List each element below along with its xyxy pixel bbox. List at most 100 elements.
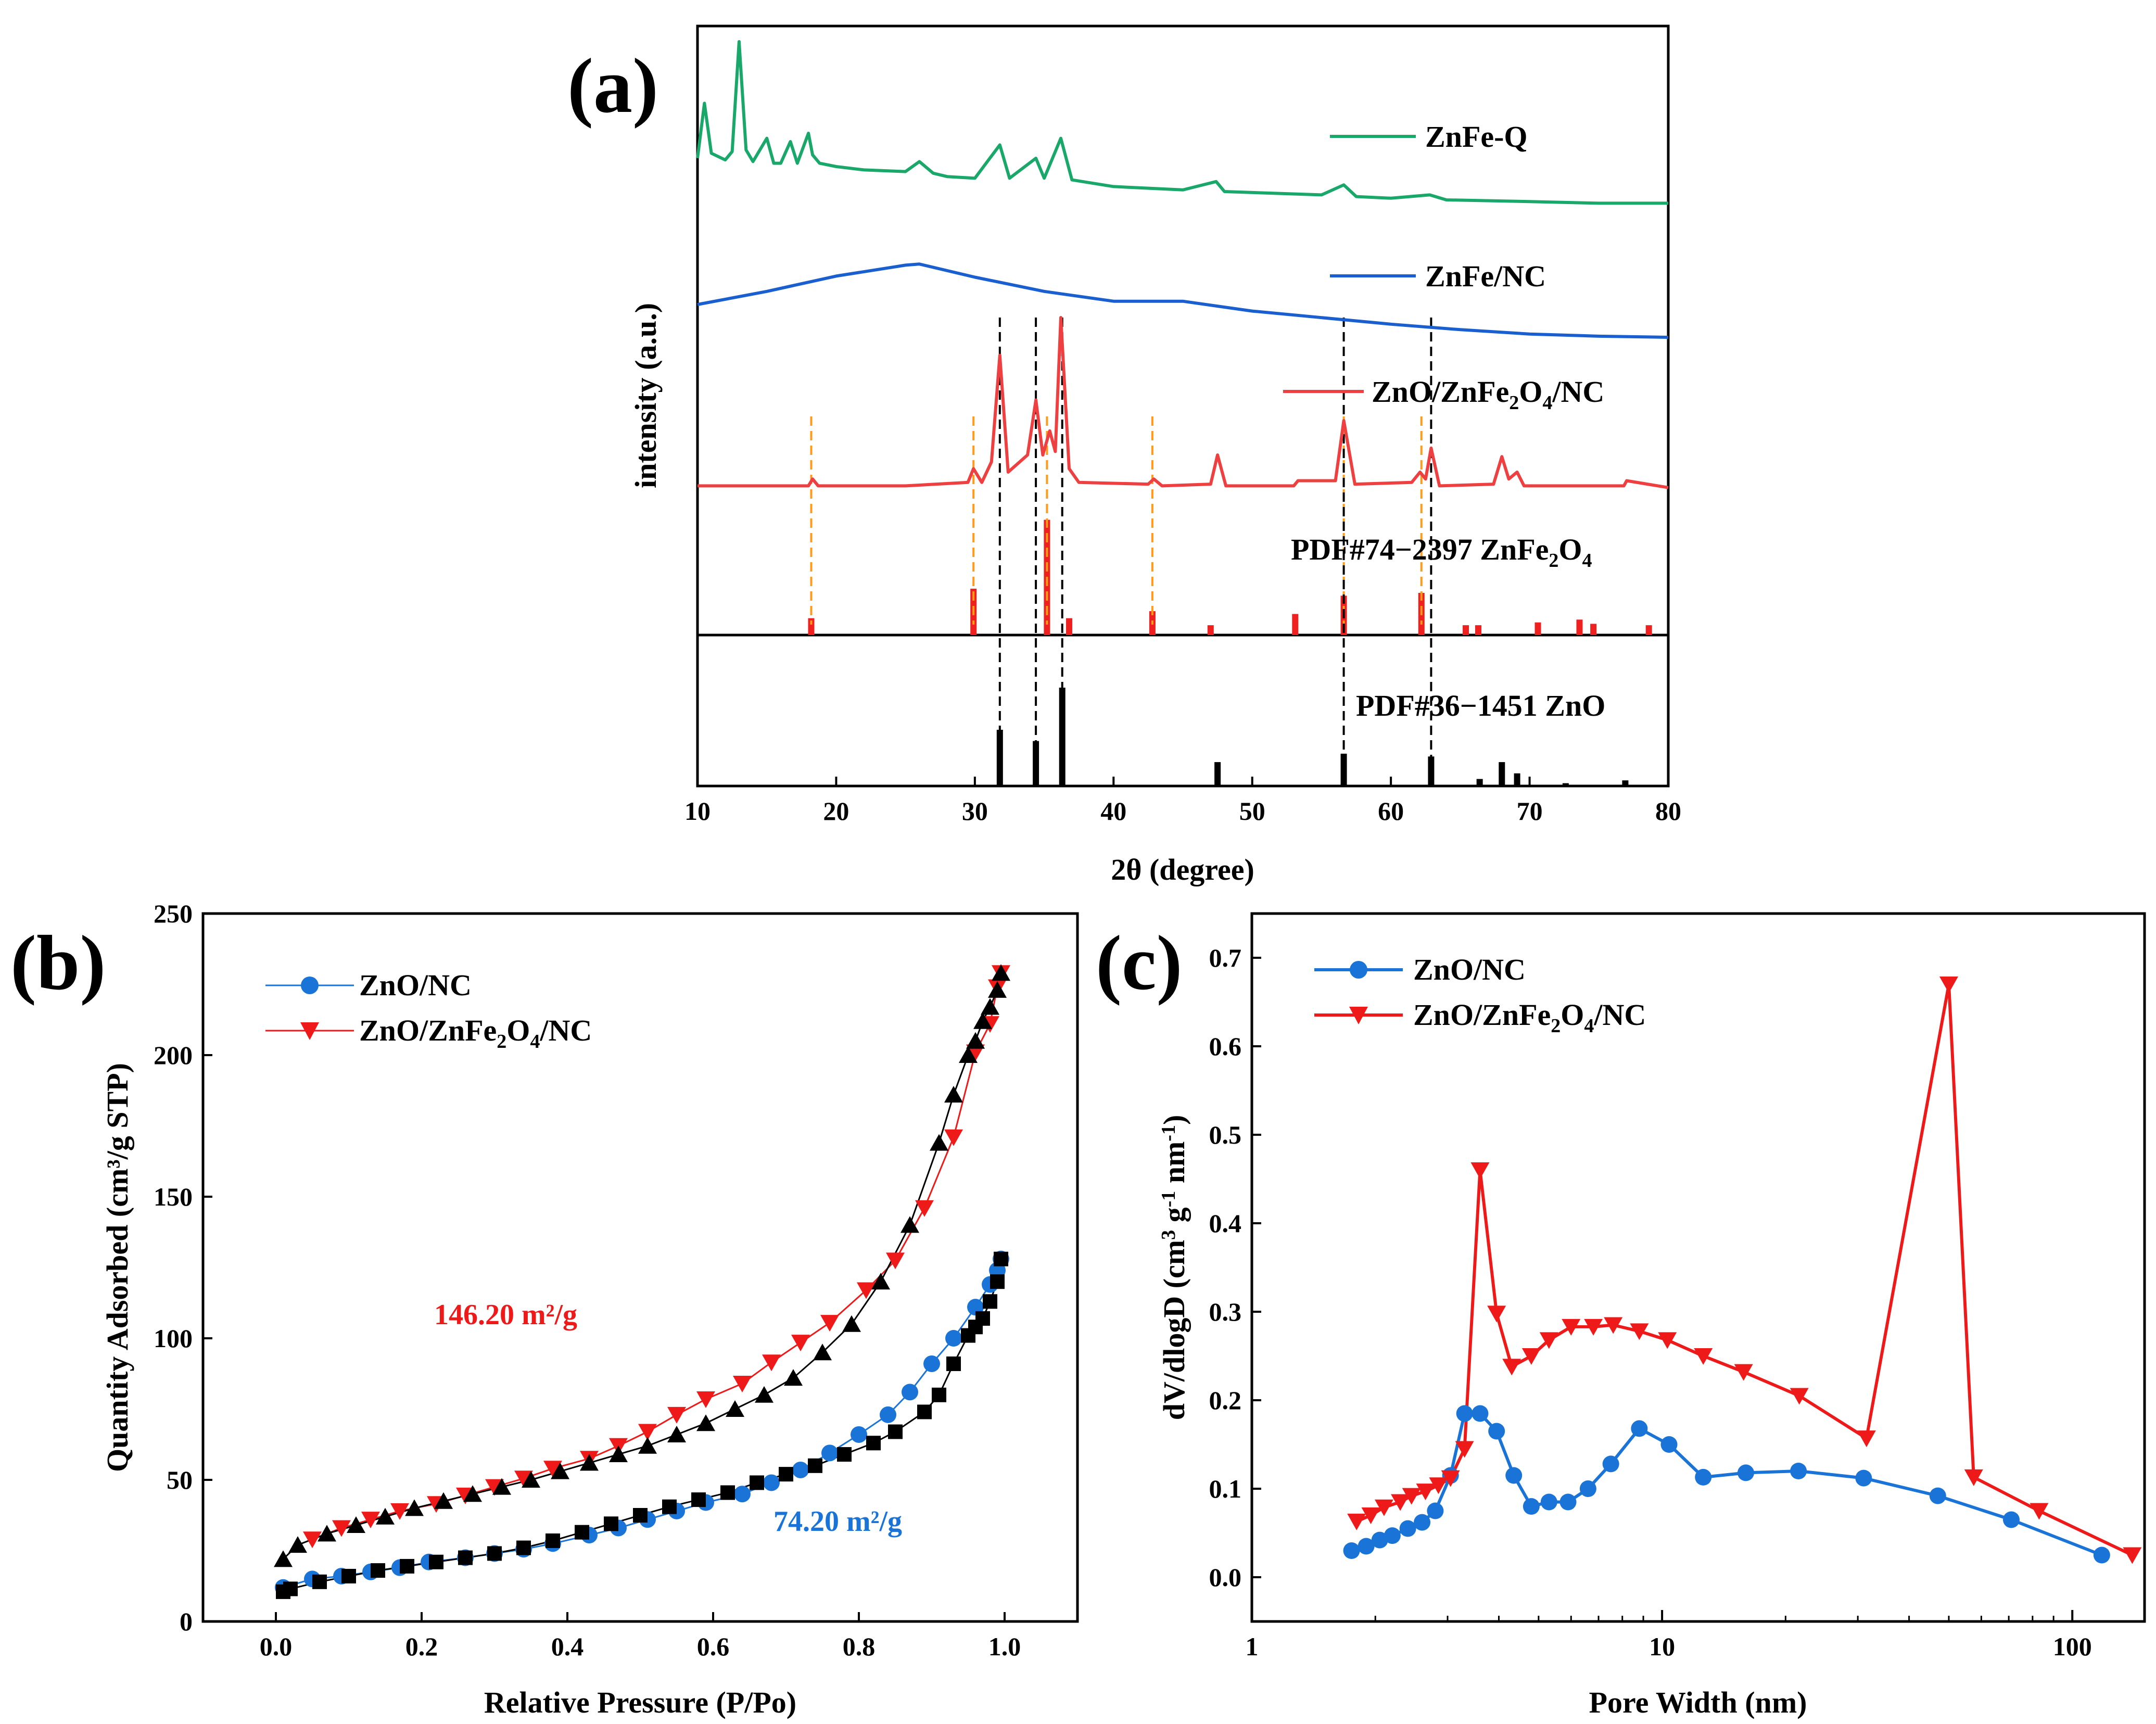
point-zno-znfe2o4-nc-desorption-17: [638, 1437, 657, 1454]
point-zno-znfe2o4-nc-desorption-26: [376, 1507, 395, 1525]
point-zno-nc-adsorption-22: [923, 1355, 940, 1372]
point-zno-znfe2o4-nc-adsorption-21: [944, 1129, 963, 1146]
point-zno-nc-desorption-31: [276, 1584, 290, 1599]
point-zno-znfe2o4-nc-adsorption-18: [857, 1282, 876, 1299]
point-zno-nc-desorption-7: [932, 1387, 946, 1402]
point-zno-znfe2o4-nc-1: [1361, 1507, 1380, 1524]
point-zno-nc-desorption-26: [400, 1558, 414, 1574]
point-zno-nc-desorption-15: [720, 1485, 735, 1500]
b-xtick-label-1.0: 1.0: [988, 1632, 1021, 1661]
b-ytick-label-0: 0: [180, 1607, 193, 1636]
reference-label-znfe2o4: PDF#74−2397 ZnFe2O4: [1291, 533, 1592, 572]
point-zno-znfe2o4-nc-adsorption-11: [638, 1424, 657, 1441]
panel-c-pore-distribution-chart: 1 10 100 0.0 0.1 0.2 0.3 0.4 0.5 0.6 0.7 ZnO/NC Zn…: [1157, 912, 2146, 1719]
point-zno-nc-desorption-2: [983, 1294, 997, 1309]
point-zno-znfe2o4-nc-adsorption-1: [332, 1520, 351, 1537]
point-zno-znfe2o4-nc-11: [1502, 1359, 1521, 1376]
point-zno-nc-desorption-28: [341, 1568, 356, 1583]
point-zno-nc-desorption-27: [371, 1563, 385, 1578]
point-zno-nc-22: [1855, 1469, 1872, 1487]
point-zno-znfe2o4-nc-20: [1734, 1364, 1753, 1381]
point-zno-znfe2o4-nc-adsorption-2: [361, 1512, 380, 1529]
point-zno-nc-adsorption-20: [880, 1406, 896, 1423]
b-ytick-label-100: 100: [154, 1324, 193, 1353]
point-zno-znfe2o4-nc-desorption-11: [813, 1343, 832, 1361]
point-zno-znfe2o4-nc-4: [1402, 1488, 1421, 1505]
b-xtick-label-0.0: 0.0: [260, 1632, 293, 1661]
c-ytick-label-0.6: 0.6: [1209, 1032, 1242, 1061]
point-zno-nc-19: [1695, 1468, 1712, 1486]
b-xtick-label-0.2: 0.2: [405, 1632, 438, 1661]
point-zno-znfe2o4-nc-9: [1470, 1162, 1490, 1179]
legend-marker-zno-nc-b: [301, 977, 319, 994]
point-zno-nc-24: [2002, 1511, 2020, 1528]
a-xtick-label-80: 80: [1655, 796, 1681, 826]
point-zno-znfe2o4-nc-adsorption-12: [667, 1406, 686, 1424]
panel-a-xrd-chart: 10 20 30 40 50 60 70 80 ZnFe-Q ZnFe/NC ZnO/ZnFe…: [629, 24, 1681, 886]
point-zno-nc-desorption-6: [946, 1356, 961, 1371]
point-zno-znfe2o4-nc-desorption-7: [930, 1134, 948, 1151]
c-ytick-label-0.7: 0.7: [1209, 943, 1242, 972]
c-xtick-label-10: 10: [1649, 1632, 1675, 1661]
a-xtick-label-30: 30: [962, 796, 988, 826]
a-xtick-label-40: 40: [1100, 796, 1126, 826]
point-zno-nc-adsorption-16: [763, 1474, 780, 1491]
reference-label-zno: PDF#36−1451 ZnO: [1356, 689, 1605, 722]
point-zno-znfe2o4-nc-19: [1694, 1348, 1713, 1365]
point-zno-znfe2o4-nc-adsorption-13: [696, 1391, 715, 1408]
point-zno-nc-18: [1660, 1436, 1678, 1453]
point-zno-znfe2o4-nc-desorption-29: [288, 1536, 307, 1553]
point-zno-nc-2: [1371, 1531, 1388, 1549]
ref-peak-znfe2o4-70.6: [1534, 622, 1541, 635]
point-zno-nc-1: [1358, 1538, 1375, 1555]
c-ytick-label-0.3: 0.3: [1209, 1297, 1242, 1326]
point-zno-nc-6: [1427, 1502, 1444, 1519]
c-ytick-label-0.5: 0.5: [1209, 1120, 1242, 1149]
point-zno-nc-adsorption-15: [734, 1486, 751, 1503]
point-zno-znfe2o4-nc-adsorption-8: [543, 1461, 562, 1478]
point-zno-znfe2o4-nc-10: [1487, 1305, 1506, 1323]
point-zno-nc-11: [1505, 1467, 1523, 1484]
point-zno-znfe2o4-nc-adsorption-14: [733, 1376, 752, 1393]
point-zno-nc-desorption-20: [575, 1525, 589, 1540]
a-xtick-label-50: 50: [1239, 796, 1265, 826]
legend-marker-zno-znfe2o4-nc-b: [300, 1022, 319, 1040]
b-ytick-label-200: 200: [154, 1041, 193, 1070]
point-zno-nc-4: [1399, 1520, 1416, 1537]
point-zno-znfe2o4-nc-adsorption-19: [886, 1252, 905, 1270]
point-zno-znfe2o4-nc-desorption-13: [755, 1386, 773, 1403]
legend-zno-znfe2o4-nc-b: ZnO/ZnFe2O4/NC: [359, 1013, 592, 1053]
point-zno-znfe2o4-nc-2: [1374, 1499, 1393, 1516]
point-zno-znfe2o4-nc-desorption-18: [609, 1446, 628, 1463]
point-zno-nc-desorption-5: [961, 1328, 975, 1343]
point-zno-nc-desorption-12: [808, 1458, 822, 1473]
point-zno-nc-desorption-10: [866, 1436, 881, 1451]
a-xtick-label-60: 60: [1378, 796, 1404, 826]
point-zno-znfe2o4-nc-desorption-2: [981, 998, 999, 1015]
ref-peak-zno-36.3: [1059, 688, 1066, 786]
point-zno-nc-13: [1540, 1493, 1557, 1511]
c-ytick-label-0.2: 0.2: [1209, 1386, 1242, 1415]
point-zno-nc-25: [2093, 1546, 2110, 1564]
point-zno-znfe2o4-nc-desorption-28: [318, 1525, 336, 1542]
point-zno-nc-desorption-23: [487, 1546, 502, 1561]
point-zno-znfe2o4-nc-desorption-4: [966, 1032, 985, 1049]
point-zno-znfe2o4-nc-6: [1429, 1477, 1448, 1494]
point-zno-znfe2o4-nc-25: [2030, 1503, 2049, 1520]
ref-peak-znfe2o4-73.6: [1576, 619, 1583, 635]
point-zno-znfe2o4-nc-adsorption-16: [791, 1335, 810, 1352]
point-zno-nc-16: [1602, 1455, 1619, 1473]
ref-peak-znfe2o4-53.1: [1292, 614, 1299, 635]
point-zno-nc-desorption-8: [917, 1404, 932, 1419]
panel-c-ylabel: dV/dlogD (cm3 g-1 nm-1): [1157, 1115, 1191, 1421]
panel-a-ylabel: intensity (a.u.): [629, 303, 663, 488]
ref-peak-znfe2o4-18.2: [808, 618, 815, 635]
point-zno-znfe2o4-nc-desorption-10: [842, 1315, 861, 1332]
panel-c-xlabel: Pore Width (nm): [1589, 1685, 1807, 1719]
point-zno-znfe2o4-nc-desorption-6: [944, 1086, 963, 1103]
point-zno-znfe2o4-nc-adsorption-15: [762, 1354, 781, 1372]
point-zno-nc-adsorption-18: [821, 1444, 838, 1462]
point-zno-znfe2o4-nc-17: [1630, 1323, 1649, 1340]
b-ytick-label-250: 250: [154, 899, 193, 928]
